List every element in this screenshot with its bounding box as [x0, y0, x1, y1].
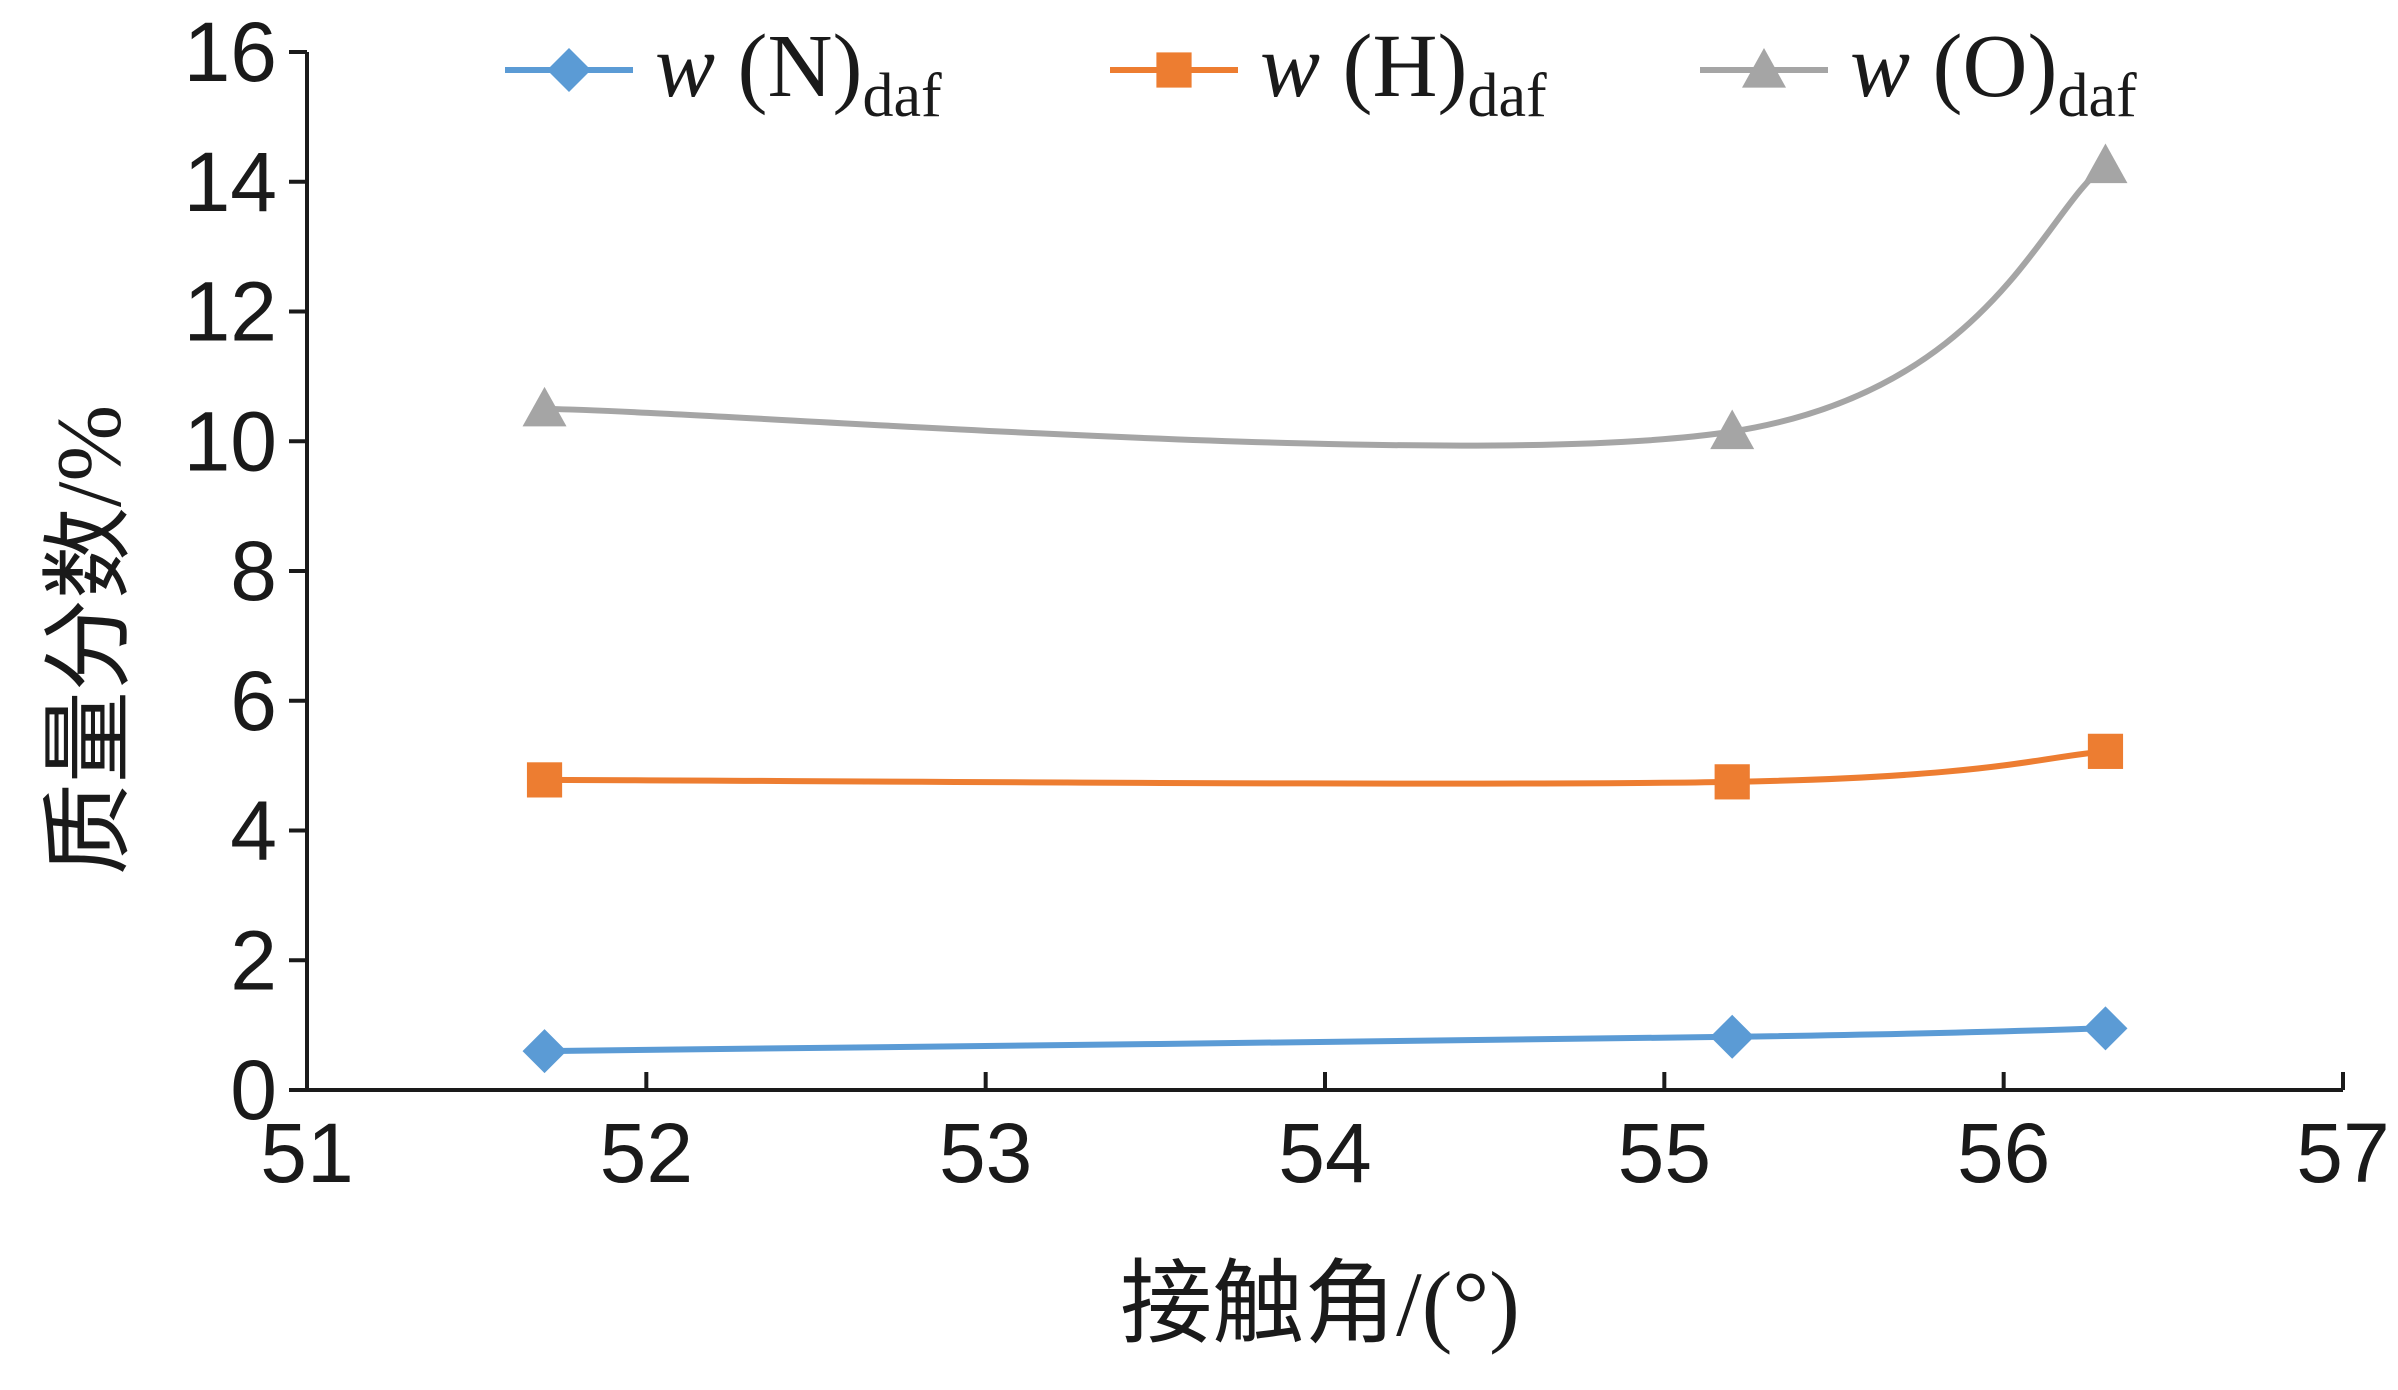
data-point-square [526, 762, 563, 798]
axes: 0 2 4 6 8 10 12 14 16 51 52 53 54 55 56 57 [184, 5, 2390, 1200]
legend-label-main: w [1850, 17, 1910, 116]
legend-label: w (N)daf [655, 17, 942, 130]
x-tick-label: 55 [1618, 1106, 1711, 1200]
legend-item: w (H)daf [1110, 17, 1547, 130]
series-line [544, 748, 2106, 787]
legend-marker-diamond [547, 48, 591, 92]
x-tick-label: 57 [2296, 1106, 2389, 1200]
y-tick-label: 16 [184, 5, 277, 99]
data-point-square [2087, 733, 2124, 769]
legend-marker-triangle [1742, 48, 1786, 88]
legend-label: w (H)daf [1260, 17, 1547, 130]
legend-label-sub: daf [1467, 62, 1547, 130]
y-tick-label: 6 [230, 654, 277, 748]
y-tick-label: 14 [184, 135, 277, 229]
y-tick-label: 12 [184, 265, 277, 359]
legend-label-paren: (H) [1320, 17, 1467, 116]
series-line [544, 163, 2108, 449]
x-axis-title: 接触角/(°) [1120, 1253, 1520, 1355]
data-point-triangle [522, 386, 567, 427]
data-point-triangle [2083, 143, 2128, 184]
y-tick-label: 0 [230, 1043, 277, 1137]
series-diamond [522, 1006, 2128, 1074]
data-point-square [1714, 764, 1750, 800]
y-tick-label: 2 [230, 913, 277, 1007]
series-square [526, 733, 2124, 800]
series-line [544, 1025, 2106, 1055]
x-tick-label: 51 [260, 1106, 353, 1200]
legend-label: w (O)daf [1850, 17, 2137, 130]
x-tick-label: 52 [600, 1106, 693, 1200]
legend-label-sub: daf [2057, 62, 2137, 130]
series-group [522, 143, 2128, 1074]
data-point-triangle [1710, 409, 1755, 450]
legend-label-main: w [1260, 17, 1320, 116]
legend-marker-square [1156, 52, 1192, 88]
x-tick-label: 53 [939, 1106, 1032, 1200]
x-tick-label: 56 [1957, 1106, 2050, 1200]
legend-label-sub: daf [862, 62, 942, 130]
data-point-diamond [522, 1029, 567, 1074]
legend-label-paren: (O) [1910, 17, 2057, 116]
x-tick-label: 54 [1278, 1106, 1371, 1200]
series-triangle [522, 143, 2128, 450]
data-point-diamond [1710, 1014, 1755, 1059]
legend-label-main: w [655, 17, 715, 116]
y-tick-label: 10 [184, 394, 277, 488]
y-tick-label: 8 [230, 524, 277, 618]
legend-item: w (O)daf [1700, 17, 2137, 130]
legend-item: w (N)daf [505, 17, 942, 130]
legend-label-paren: (N) [715, 17, 862, 116]
data-point-diamond [2083, 1006, 2128, 1051]
y-tick-label: 4 [230, 784, 277, 878]
legend: w (N)daf w (H)daf w (O)daf [505, 17, 2137, 130]
y-axis-title: 质量分数/% [38, 405, 140, 875]
